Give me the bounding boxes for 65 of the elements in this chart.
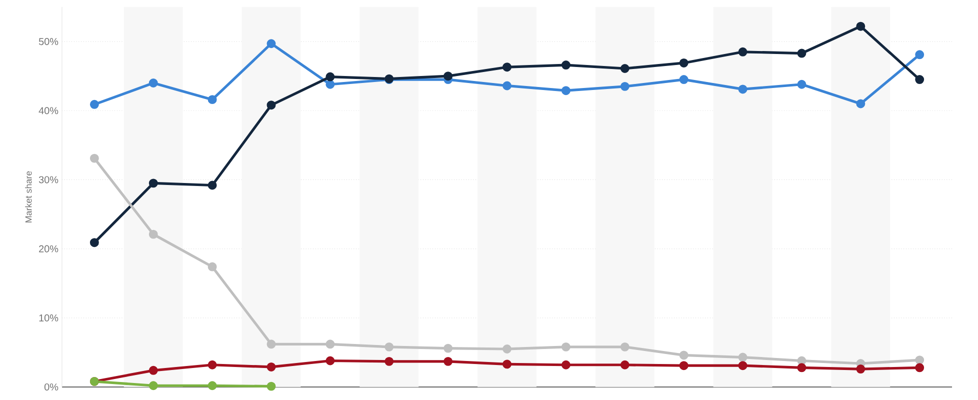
point: [266, 39, 276, 48]
point: [856, 364, 866, 374]
point: [266, 100, 276, 110]
point: [797, 356, 806, 366]
point: [90, 154, 99, 163]
point: [208, 262, 217, 272]
point: [856, 99, 866, 108]
point: [620, 64, 630, 73]
point: [148, 381, 158, 390]
point: [148, 230, 158, 239]
point: [561, 342, 570, 352]
point: [797, 363, 806, 372]
point: [915, 75, 924, 84]
point: [679, 361, 688, 370]
point: [797, 48, 806, 58]
y-tick-label: 30%: [38, 176, 58, 184]
point: [326, 340, 335, 349]
point: [208, 180, 217, 190]
point: [208, 95, 217, 104]
y-tick-label: 40%: [38, 107, 58, 114]
point: [208, 381, 217, 390]
point: [326, 356, 335, 366]
point: [444, 344, 453, 353]
point: [915, 356, 924, 365]
point: [738, 84, 748, 94]
point: [620, 342, 630, 352]
point: [679, 58, 688, 68]
point: [502, 344, 512, 354]
point: [561, 60, 570, 70]
point: [856, 22, 866, 31]
y-tick-label: 50%: [38, 38, 58, 46]
point: [620, 360, 630, 370]
point: [738, 47, 748, 56]
point: [208, 360, 217, 370]
point: [90, 100, 99, 109]
point: [326, 72, 335, 82]
y-tick-label: 20%: [39, 245, 58, 252]
point: [502, 360, 512, 369]
point: [620, 82, 630, 91]
point: [502, 81, 512, 90]
y-axis-title: Market share: [25, 171, 32, 222]
point: [561, 360, 570, 370]
point: [679, 75, 688, 84]
point: [384, 356, 394, 366]
point: [148, 178, 158, 188]
point: [266, 382, 276, 391]
point: [266, 340, 276, 349]
point: [915, 363, 924, 372]
point: [384, 342, 394, 352]
point: [502, 62, 512, 72]
point: [915, 50, 924, 60]
point: [797, 80, 806, 89]
point: [148, 78, 158, 88]
point: [326, 80, 335, 89]
y-tick-label: 0%: [44, 383, 58, 391]
point: [444, 356, 453, 366]
point: [444, 72, 453, 81]
point: [738, 352, 748, 362]
point: [679, 350, 688, 360]
point: [561, 86, 570, 96]
y-tick-label: 10%: [39, 314, 58, 322]
point: [90, 238, 99, 248]
point: [738, 361, 748, 370]
point: [266, 362, 276, 372]
point: [148, 366, 158, 375]
